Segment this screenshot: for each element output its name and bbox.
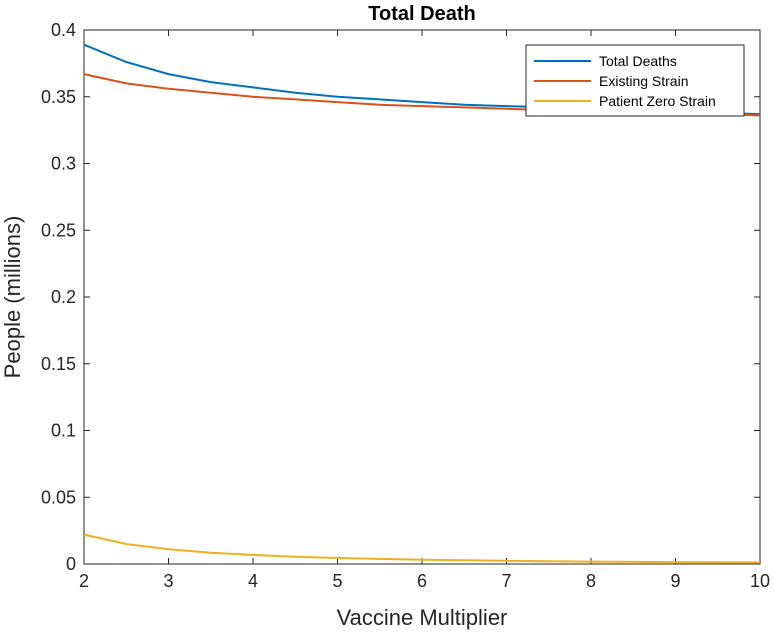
plot-area <box>83 29 761 565</box>
y-tick-label: 0.05 <box>41 487 76 507</box>
y-tick-label: 0.25 <box>41 220 76 240</box>
legend: Total Deaths Existing Strain Patient Zero … <box>525 44 745 117</box>
axis-ticks: 2 3 4 5 6 7 8 9 10 0 0.05 0.1 0.15 0.2 0.25 0.3 0.35 0.4 <box>41 20 770 591</box>
x-tick-label: 7 <box>501 571 511 591</box>
x-axis-label: Vaccine Multiplier <box>337 605 508 630</box>
y-tick-label: 0.3 <box>51 154 76 174</box>
x-tick-label: 10 <box>750 571 770 591</box>
y-tick-label: 0.1 <box>51 421 76 441</box>
x-tick-label: 2 <box>79 571 89 591</box>
x-tick-label: 3 <box>163 571 173 591</box>
x-tick-label: 5 <box>332 571 342 591</box>
y-axis-label: People (millions) <box>0 216 25 379</box>
x-tick-label: 6 <box>417 571 427 591</box>
y-tick-label: 0 <box>66 554 76 574</box>
chart-title: Total Death <box>368 3 475 25</box>
y-tick-label: 0.15 <box>41 354 76 374</box>
legend-label: Existing Strain <box>599 73 688 89</box>
legend-label: Patient Zero Strain <box>599 93 716 109</box>
x-tick-label: 9 <box>670 571 680 591</box>
legend-label: Total Deaths <box>599 53 677 69</box>
y-tick-label: 0.4 <box>51 20 76 40</box>
series-line-3 <box>83 533 761 564</box>
y-tick-label: 0.2 <box>51 287 76 307</box>
y-tick-label: 0.35 <box>41 87 76 107</box>
x-tick-label: 8 <box>586 571 596 591</box>
x-tick-label: 4 <box>248 571 258 591</box>
